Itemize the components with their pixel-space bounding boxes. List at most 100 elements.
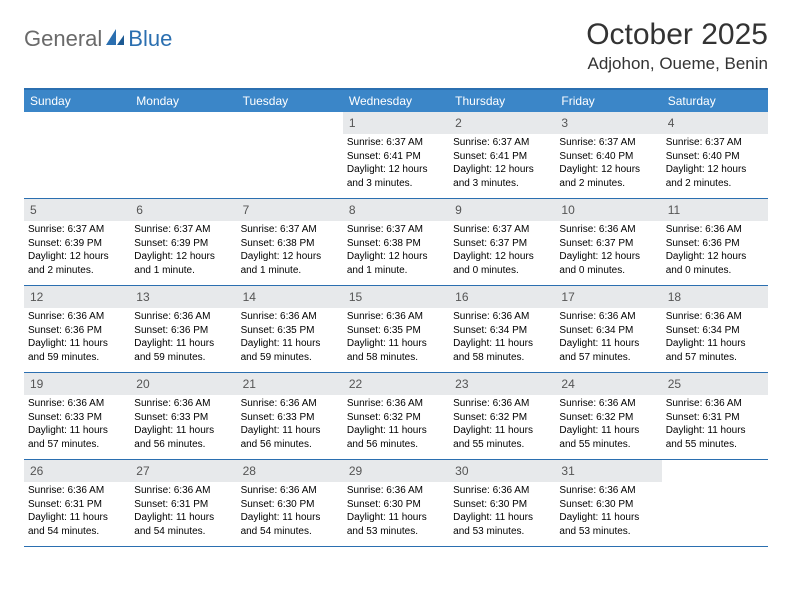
- daylight-text: Daylight: 11 hours and 58 minutes.: [347, 337, 445, 364]
- sunrise-text: Sunrise: 6:36 AM: [134, 310, 232, 324]
- day-info: Sunrise: 6:36 AMSunset: 6:33 PMDaylight:…: [28, 397, 126, 451]
- sunrise-text: Sunrise: 6:37 AM: [241, 223, 339, 237]
- day-number: 29: [349, 464, 362, 478]
- dow-cell: Friday: [555, 90, 661, 112]
- daylight-text: Daylight: 12 hours and 3 minutes.: [347, 163, 445, 190]
- sunset-text: Sunset: 6:33 PM: [28, 411, 126, 425]
- daynum-row: 24: [555, 373, 661, 395]
- location: Adjohon, Oueme, Benin: [586, 54, 768, 74]
- daylight-text: Daylight: 12 hours and 0 minutes.: [453, 250, 551, 277]
- day-cell: 16Sunrise: 6:36 AMSunset: 6:34 PMDayligh…: [449, 286, 555, 372]
- day-info: Sunrise: 6:36 AMSunset: 6:30 PMDaylight:…: [241, 484, 339, 538]
- day-cell: 5Sunrise: 6:37 AMSunset: 6:39 PMDaylight…: [24, 199, 130, 285]
- daylight-text: Daylight: 11 hours and 57 minutes.: [28, 424, 126, 451]
- day-info: Sunrise: 6:37 AMSunset: 6:41 PMDaylight:…: [453, 136, 551, 190]
- day-number: 22: [349, 377, 362, 391]
- sunset-text: Sunset: 6:31 PM: [666, 411, 764, 425]
- sunrise-text: Sunrise: 6:36 AM: [559, 484, 657, 498]
- daylight-text: Daylight: 12 hours and 2 minutes.: [559, 163, 657, 190]
- daylight-text: Daylight: 12 hours and 1 minute.: [347, 250, 445, 277]
- day-info: Sunrise: 6:36 AMSunset: 6:32 PMDaylight:…: [347, 397, 445, 451]
- daylight-text: Daylight: 11 hours and 56 minutes.: [241, 424, 339, 451]
- sunrise-text: Sunrise: 6:37 AM: [559, 136, 657, 150]
- sunrise-text: Sunrise: 6:36 AM: [453, 397, 551, 411]
- logo: General Blue: [24, 18, 172, 52]
- day-number: 10: [561, 203, 574, 217]
- daynum-row: 9: [449, 199, 555, 221]
- daynum-row: 3: [555, 112, 661, 134]
- day-number: 20: [136, 377, 149, 391]
- day-cell: 25Sunrise: 6:36 AMSunset: 6:31 PMDayligh…: [662, 373, 768, 459]
- day-cell: 14Sunrise: 6:36 AMSunset: 6:35 PMDayligh…: [237, 286, 343, 372]
- day-info: Sunrise: 6:36 AMSunset: 6:31 PMDaylight:…: [28, 484, 126, 538]
- sunset-text: Sunset: 6:41 PM: [347, 150, 445, 164]
- day-number: 19: [30, 377, 43, 391]
- day-info: Sunrise: 6:36 AMSunset: 6:34 PMDaylight:…: [453, 310, 551, 364]
- day-cell: 13 Sunrise: 6:36 AMSunset: 6:36 PMDayligh…: [130, 286, 236, 372]
- day-number: 11: [668, 203, 680, 217]
- daylight-text: Daylight: 11 hours and 54 minutes.: [241, 511, 339, 538]
- sunset-text: Sunset: 6:30 PM: [347, 498, 445, 512]
- sunrise-text: Sunrise: 6:36 AM: [134, 397, 232, 411]
- sunset-text: Sunset: 6:32 PM: [453, 411, 551, 425]
- day-cell: 29 Sunrise: 6:36 AMSunset: 6:30 PMDayligh…: [343, 460, 449, 546]
- day-number: 15: [349, 290, 362, 304]
- day-info: Sunrise: 6:36 AMSunset: 6:36 PMDaylight:…: [28, 310, 126, 364]
- day-cell: 10Sunrise: 6:36 AMSunset: 6:37 PMDayligh…: [555, 199, 661, 285]
- sunset-text: Sunset: 6:36 PM: [666, 237, 764, 251]
- day-number: 3: [561, 116, 568, 130]
- daynum-row: 7: [237, 199, 343, 221]
- sunrise-text: Sunrise: 6:36 AM: [453, 310, 551, 324]
- daylight-text: Daylight: 11 hours and 59 minutes.: [134, 337, 232, 364]
- daylight-text: Daylight: 11 hours and 53 minutes.: [453, 511, 551, 538]
- sunset-text: Sunset: 6:36 PM: [134, 324, 232, 338]
- sunset-text: Sunset: 6:39 PM: [28, 237, 126, 251]
- day-cell: 24Sunrise: 6:36 AMSunset: 6:32 PMDayligh…: [555, 373, 661, 459]
- daylight-text: Daylight: 11 hours and 58 minutes.: [453, 337, 551, 364]
- sunset-text: Sunset: 6:38 PM: [347, 237, 445, 251]
- sunrise-text: Sunrise: 6:36 AM: [28, 310, 126, 324]
- day-number: 1: [349, 116, 356, 130]
- day-number: 30: [455, 464, 468, 478]
- daynum-row: [237, 112, 343, 116]
- day-cell: 31Sunrise: 6:36 AMSunset: 6:30 PMDayligh…: [555, 460, 661, 546]
- daynum-row: 25: [662, 373, 768, 395]
- week-row: 12Sunrise: 6:36 AMSunset: 6:36 PMDayligh…: [24, 286, 768, 373]
- day-info: Sunrise: 6:36 AMSunset: 6:34 PMDaylight:…: [559, 310, 657, 364]
- daylight-text: Daylight: 11 hours and 57 minutes.: [559, 337, 657, 364]
- day-cell: 4Sunrise: 6:37 AMSunset: 6:40 PMDaylight…: [662, 112, 768, 198]
- daynum-row: 2: [449, 112, 555, 134]
- daynum-row: 8: [343, 199, 449, 221]
- daylight-text: Daylight: 11 hours and 53 minutes.: [559, 511, 657, 538]
- daylight-text: Daylight: 12 hours and 1 minute.: [134, 250, 232, 277]
- sunset-text: Sunset: 6:34 PM: [453, 324, 551, 338]
- day-cell: 6Sunrise: 6:37 AMSunset: 6:39 PMDaylight…: [130, 199, 236, 285]
- daynum-row: 6: [130, 199, 236, 221]
- day-cell: 27Sunrise: 6:36 AMSunset: 6:31 PMDayligh…: [130, 460, 236, 546]
- day-cell: 17Sunrise: 6:36 AMSunset: 6:34 PMDayligh…: [555, 286, 661, 372]
- daynum-row: [130, 112, 236, 116]
- sunrise-text: Sunrise: 6:36 AM: [134, 484, 232, 498]
- logo-text-general: General: [24, 26, 102, 52]
- sunrise-text: Sunrise: 6:36 AM: [666, 310, 764, 324]
- daynum-row: 19: [24, 373, 130, 395]
- day-info: Sunrise: 6:36 AMSunset: 6:30 PMDaylight:…: [347, 484, 445, 538]
- sunset-text: Sunset: 6:30 PM: [453, 498, 551, 512]
- day-number: 13: [136, 290, 149, 304]
- week-row: 5Sunrise: 6:37 AMSunset: 6:39 PMDaylight…: [24, 199, 768, 286]
- daynum-row: 20: [130, 373, 236, 395]
- daynum-row: [24, 112, 130, 116]
- day-cell: 21Sunrise: 6:36 AMSunset: 6:33 PMDayligh…: [237, 373, 343, 459]
- sunset-text: Sunset: 6:31 PM: [28, 498, 126, 512]
- day-number: 28: [243, 464, 256, 478]
- daylight-text: Daylight: 11 hours and 55 minutes.: [666, 424, 764, 451]
- week-row: 1Sunrise: 6:37 AMSunset: 6:41 PMDaylight…: [24, 112, 768, 199]
- daylight-text: Daylight: 12 hours and 0 minutes.: [559, 250, 657, 277]
- day-cell: 28 Sunrise: 6:36 AMSunset: 6:30 PMDayligh…: [237, 460, 343, 546]
- day-number: 18: [668, 290, 681, 304]
- daylight-text: Daylight: 11 hours and 57 minutes.: [666, 337, 764, 364]
- sunset-text: Sunset: 6:35 PM: [347, 324, 445, 338]
- daylight-text: Daylight: 11 hours and 54 minutes.: [134, 511, 232, 538]
- daynum-row: [662, 460, 768, 464]
- daylight-text: Daylight: 11 hours and 56 minutes.: [347, 424, 445, 451]
